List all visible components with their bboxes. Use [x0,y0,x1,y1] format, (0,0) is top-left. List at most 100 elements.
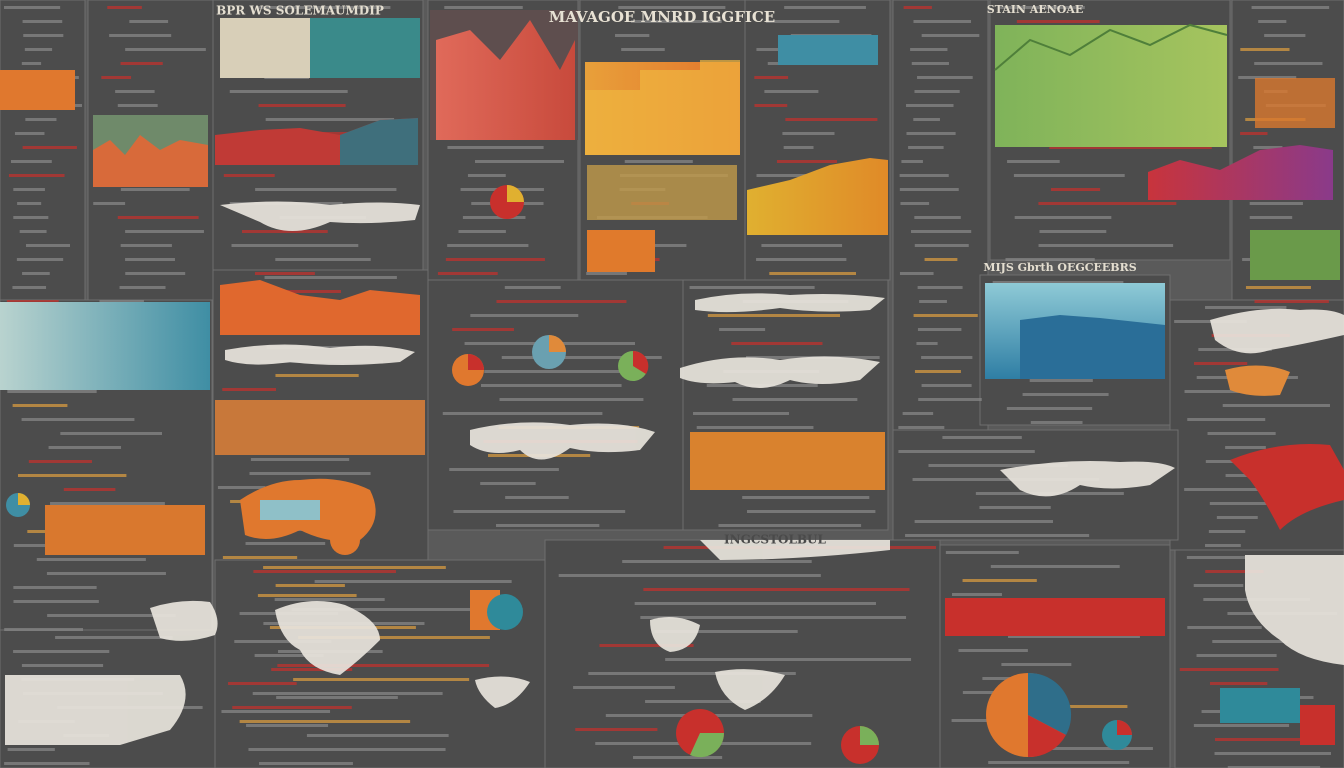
text-line [125,272,186,275]
text-line [640,616,907,619]
area-chart [0,70,75,110]
area-chart [747,158,888,235]
text-line [101,76,132,79]
text-line [630,20,722,23]
area-chart [1020,315,1165,379]
text-line [4,762,90,765]
text-line [1196,654,1277,657]
text-line [17,474,127,477]
text-line [756,174,841,177]
text-line [253,570,396,573]
text-line [731,342,823,345]
text-line [924,258,958,261]
red-blob [1225,365,1290,396]
text-line [28,460,92,463]
text-line [769,272,857,275]
area-chart [690,432,885,490]
text-line [898,450,1035,453]
text-line [918,398,982,401]
map [680,356,880,389]
text-line [13,216,49,219]
text-line [306,734,449,737]
text-line [13,586,97,589]
text-line [271,668,353,671]
text-line [1179,668,1279,671]
area-chart [945,598,1165,636]
text-line [24,48,53,51]
area-chart [93,135,208,187]
text-line [913,118,940,121]
text-line [242,230,328,233]
panel [682,279,889,531]
headings: BPR WS SOLEMAUMDIP MAVAGOE MNRD IGGFICE … [216,3,1137,547]
map [650,616,700,652]
text-line [902,412,934,415]
text-line [919,300,947,303]
panel [0,0,86,301]
pie-chart [507,185,524,202]
text-line [50,502,165,505]
text-line [275,258,371,261]
text-line [275,374,359,377]
area-chart [587,165,737,220]
text-line [462,216,526,219]
text-line [6,300,59,303]
area-chart [215,400,425,455]
heading: INGCSTOLBUL [724,533,826,547]
text-line [17,202,42,205]
text-line [1039,230,1107,233]
text-line [129,20,169,23]
text-line [575,728,658,731]
text-line [1227,766,1321,768]
text-line [905,534,1090,537]
text-line [1215,738,1315,741]
text-line [624,160,693,163]
text-line [499,398,644,401]
text-line [495,524,600,527]
text-line [22,272,50,275]
text-line [615,34,650,37]
text-line [109,34,172,37]
text-line [254,272,315,275]
text-line [1006,407,1093,410]
text-line [248,748,446,751]
text-line [22,146,77,149]
text-line [1251,6,1330,9]
text-line [958,649,1028,652]
text-line [12,286,47,289]
text-line [718,524,862,527]
text-line [906,132,956,135]
text-line [914,216,961,219]
text-line [634,602,876,605]
text-line [921,34,980,37]
text-line [754,104,788,107]
red-blob [1230,444,1344,530]
text-line [917,328,962,331]
text-line [1258,20,1287,23]
text-line [259,762,353,765]
text-line [1022,393,1109,396]
text-line [496,300,627,303]
text-line [4,628,84,631]
text-line [707,314,841,317]
text-line [8,174,65,177]
text-line [19,230,47,233]
pie-chart [18,493,30,505]
text-line [665,658,912,661]
pie-chart [549,335,566,352]
area-chart [587,230,655,272]
text-line [1253,146,1283,149]
text-line [447,244,529,247]
area-chart [436,20,575,140]
text-line [558,574,821,577]
text-line [442,412,603,415]
text-line [1193,584,1244,587]
map [220,201,420,231]
pie-chart [633,350,649,374]
text-line [470,314,579,317]
text-line [480,384,622,387]
text-line [7,748,55,751]
text-line [264,276,397,279]
text-line [314,580,512,583]
